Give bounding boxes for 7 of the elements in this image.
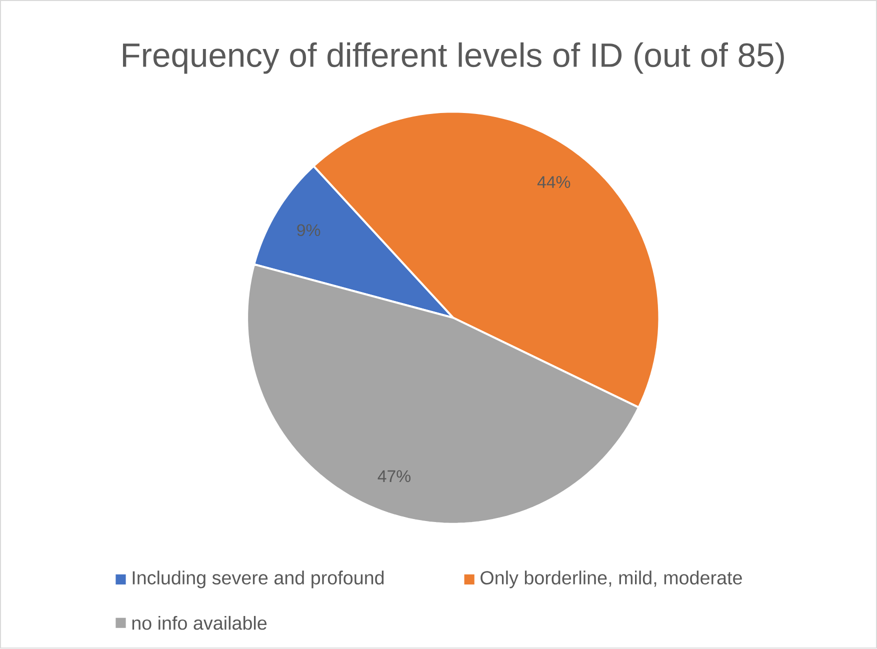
chart-title: Frequency of different levels of ID (out of 85)	[123, 42, 784, 74]
legend-label: no info available	[132, 616, 267, 630]
data-label: 44%	[537, 176, 570, 188]
data-label: 9%	[297, 224, 320, 236]
legend-label: Only borderline, mild, moderate	[480, 570, 742, 588]
legend-label: Including severe and profound	[132, 570, 384, 588]
data-label: 47%	[378, 470, 410, 482]
